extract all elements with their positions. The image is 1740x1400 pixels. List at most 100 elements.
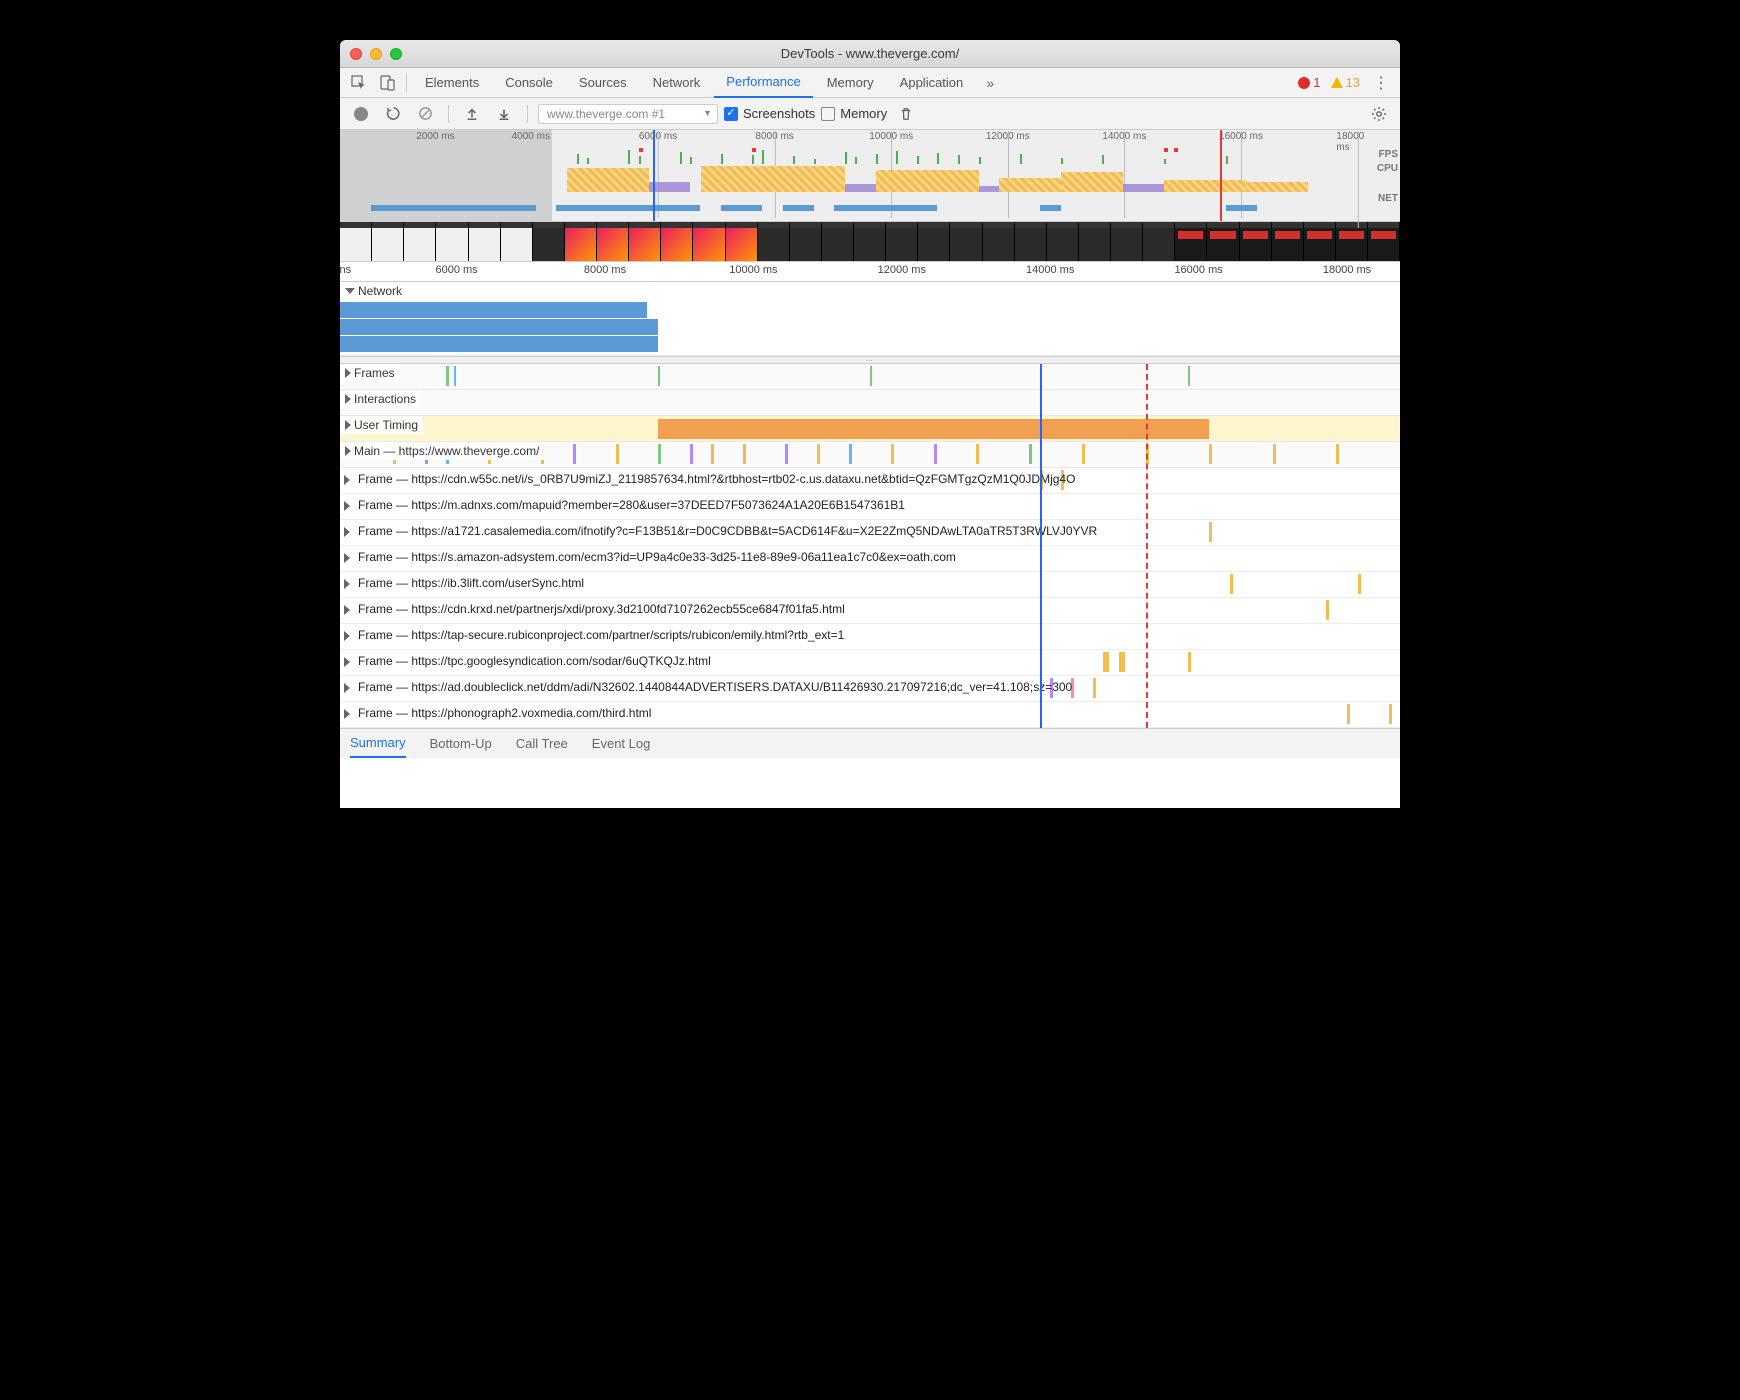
track-header[interactable]: Main — https://www.theverge.com/: [340, 442, 544, 460]
flame-event[interactable]: [690, 444, 693, 464]
flame-event[interactable]: [1336, 444, 1339, 464]
filmstrip-thumb[interactable]: [1272, 222, 1303, 262]
details-tab-call-tree[interactable]: Call Tree: [516, 730, 568, 757]
device-toggle-icon[interactable]: [374, 70, 400, 96]
flame-event[interactable]: [1188, 366, 1190, 386]
flame-event[interactable]: [870, 366, 872, 386]
flame-event[interactable]: [446, 366, 449, 386]
track-header[interactable]: User Timing: [340, 416, 423, 434]
inspect-icon[interactable]: [346, 70, 372, 96]
frame-row[interactable]: Frame — https://phonograph2.voxmedia.com…: [340, 702, 1400, 728]
flame-event[interactable]: [1093, 678, 1096, 698]
filmstrip-thumb[interactable]: [1240, 222, 1271, 262]
network-track-header[interactable]: Network: [340, 282, 407, 300]
filmstrip-thumb[interactable]: [1175, 222, 1206, 262]
clear-icon[interactable]: [412, 101, 438, 127]
tab-elements[interactable]: Elements: [413, 68, 491, 98]
tab-sources[interactable]: Sources: [567, 68, 639, 98]
filmstrip-thumb[interactable]: [950, 222, 981, 262]
filmstrip-thumb[interactable]: [1207, 222, 1238, 262]
frame-row[interactable]: Frame — https://ib.3lift.com/userSync.ht…: [340, 572, 1400, 598]
flame-event[interactable]: [1119, 652, 1125, 672]
filmstrip-thumb[interactable]: [1015, 222, 1046, 262]
tab-performance[interactable]: Performance: [714, 68, 812, 98]
flame-event[interactable]: [573, 444, 576, 464]
flame-event[interactable]: [785, 444, 788, 464]
track-row[interactable]: User Timing: [340, 416, 1400, 442]
filmstrip-thumb[interactable]: [1304, 222, 1335, 262]
filmstrip-thumb[interactable]: [597, 222, 628, 262]
flame-event[interactable]: [817, 444, 820, 464]
flame-event[interactable]: [1326, 600, 1329, 620]
flame-event[interactable]: [1347, 704, 1350, 724]
filmstrip[interactable]: [340, 222, 1400, 262]
flame-event[interactable]: [743, 444, 746, 464]
flame-event[interactable]: [891, 444, 894, 464]
details-tab-bottom-up[interactable]: Bottom-Up: [430, 730, 492, 757]
filmstrip-thumb[interactable]: [758, 222, 789, 262]
flame-event[interactable]: [1146, 444, 1149, 464]
main-ruler[interactable]: ns6000 ms8000 ms10000 ms12000 ms14000 ms…: [340, 262, 1400, 282]
memory-checkbox[interactable]: Memory: [821, 106, 887, 121]
frame-row[interactable]: Frame — https://a1721.casalemedia.com/if…: [340, 520, 1400, 546]
flame-event[interactable]: [1358, 574, 1361, 594]
filmstrip-thumb[interactable]: [983, 222, 1014, 262]
filmstrip-thumb[interactable]: [436, 222, 467, 262]
filmstrip-thumb[interactable]: [1079, 222, 1110, 262]
flame-event[interactable]: [1029, 444, 1032, 464]
track-row[interactable]: Interactions: [340, 390, 1400, 416]
frame-row[interactable]: Frame — https://ad.doubleclick.net/ddm/a…: [340, 676, 1400, 702]
tab-network[interactable]: Network: [641, 68, 713, 98]
flame-event[interactable]: [658, 444, 661, 464]
frame-row[interactable]: Frame — https://cdn.krxd.net/partnerjs/x…: [340, 598, 1400, 624]
filmstrip-thumb[interactable]: [854, 222, 885, 262]
filmstrip-thumb[interactable]: [372, 222, 403, 262]
frame-row[interactable]: Frame — https://tpc.googlesyndication.co…: [340, 650, 1400, 676]
track-row[interactable]: Main — https://www.theverge.com/: [340, 442, 1400, 468]
recording-select[interactable]: www.theverge.com #1: [538, 104, 718, 124]
network-request-bar[interactable]: [340, 319, 658, 335]
frame-row[interactable]: Frame — https://m.adnxs.com/mapuid?membe…: [340, 494, 1400, 520]
track-row[interactable]: Frames: [340, 364, 1400, 390]
flame-event[interactable]: [454, 366, 456, 386]
warning-count[interactable]: 13: [1331, 75, 1360, 90]
resizer-handle[interactable]: ⋯: [340, 356, 1400, 364]
filmstrip-thumb[interactable]: [726, 222, 757, 262]
kebab-menu-icon[interactable]: ⋮: [1368, 70, 1394, 96]
flame-event[interactable]: [849, 444, 852, 464]
filmstrip-thumb[interactable]: [469, 222, 500, 262]
network-request-bar[interactable]: [340, 302, 647, 318]
flame-event[interactable]: [1389, 704, 1392, 724]
filmstrip-thumb[interactable]: [340, 222, 371, 262]
error-count[interactable]: 1: [1298, 75, 1320, 90]
flame-event[interactable]: [1188, 652, 1191, 672]
filmstrip-thumb[interactable]: [886, 222, 917, 262]
filmstrip-thumb[interactable]: [565, 222, 596, 262]
flame-event[interactable]: [934, 444, 937, 464]
filmstrip-thumb[interactable]: [1143, 222, 1174, 262]
filmstrip-thumb[interactable]: [533, 222, 564, 262]
frame-row[interactable]: Frame — https://cdn.w55c.net/i/s_0RB7U9m…: [340, 468, 1400, 494]
network-request-bar[interactable]: [340, 336, 658, 352]
overview-timeline[interactable]: 2000 ms4000 ms6000 ms8000 ms10000 ms1200…: [340, 130, 1400, 222]
screenshots-checkbox[interactable]: Screenshots: [724, 106, 815, 121]
filmstrip-thumb[interactable]: [918, 222, 949, 262]
frame-row[interactable]: Frame — https://s.amazon-adsystem.com/ec…: [340, 546, 1400, 572]
flame-event[interactable]: [1230, 574, 1233, 594]
trash-icon[interactable]: [893, 101, 919, 127]
filmstrip-thumb[interactable]: [693, 222, 724, 262]
details-tab-summary[interactable]: Summary: [350, 729, 406, 758]
network-track[interactable]: Network: [340, 282, 1400, 356]
flame-event[interactable]: [711, 444, 714, 464]
flame-event[interactable]: [1082, 444, 1085, 464]
flame-event[interactable]: [976, 444, 979, 464]
filmstrip-thumb[interactable]: [1047, 222, 1078, 262]
download-icon[interactable]: [491, 101, 517, 127]
filmstrip-thumb[interactable]: [1336, 222, 1367, 262]
tab-application[interactable]: Application: [888, 68, 976, 98]
filmstrip-thumb[interactable]: [629, 222, 660, 262]
filmstrip-thumb[interactable]: [822, 222, 853, 262]
filmstrip-thumb[interactable]: [661, 222, 692, 262]
flame-event[interactable]: [1103, 652, 1109, 672]
flame-event[interactable]: [658, 366, 660, 386]
